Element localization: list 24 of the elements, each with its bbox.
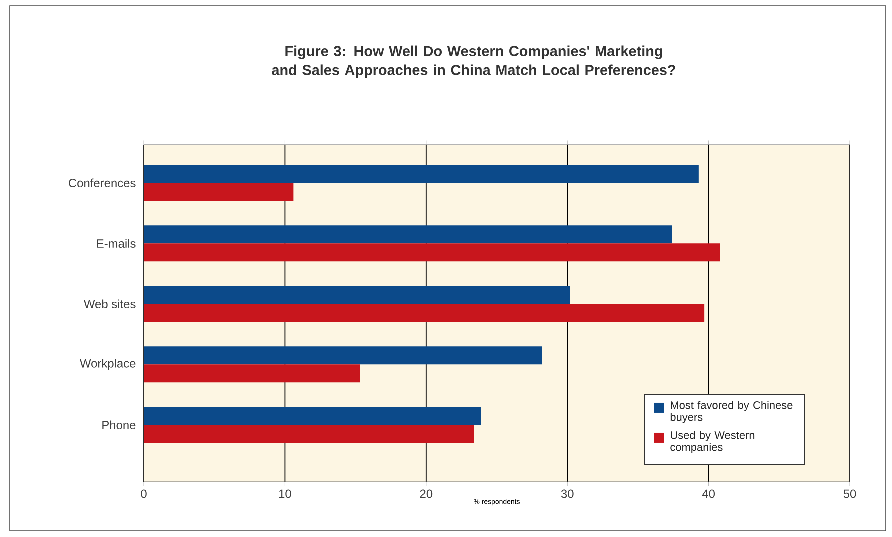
- bar: [144, 286, 570, 304]
- x-tick-label: 40: [702, 490, 715, 498]
- bar: [144, 425, 474, 444]
- x-tick-label: 0: [141, 490, 147, 498]
- bar: [144, 304, 705, 322]
- x-tick-label: 50: [844, 490, 856, 498]
- bar: [144, 364, 360, 383]
- y-tick-label: E-mails: [97, 239, 136, 248]
- x-tick-label: 20: [420, 490, 433, 498]
- bar: [144, 165, 699, 184]
- x-tick-label: 10: [279, 490, 292, 498]
- bar: [144, 183, 294, 202]
- x-tick-label: 30: [561, 490, 574, 498]
- legend-label: Most favored by Chinese buyers: [670, 401, 793, 424]
- bar: [144, 226, 672, 244]
- bar: [144, 346, 542, 365]
- y-tick-label: Conferences: [69, 178, 136, 188]
- y-tick-label: Web sites: [84, 300, 136, 308]
- bar: [144, 244, 720, 262]
- chart-title: Figure 3: How Well Do Western Companies' Marketing and Sales Approaches in China Match Local Preferences?: [272, 46, 676, 78]
- bar: [144, 407, 482, 426]
- y-tick-label: Phone: [102, 420, 136, 430]
- legend-label: Used by Western companies: [670, 431, 755, 454]
- y-tick-label: Workplace: [80, 359, 136, 370]
